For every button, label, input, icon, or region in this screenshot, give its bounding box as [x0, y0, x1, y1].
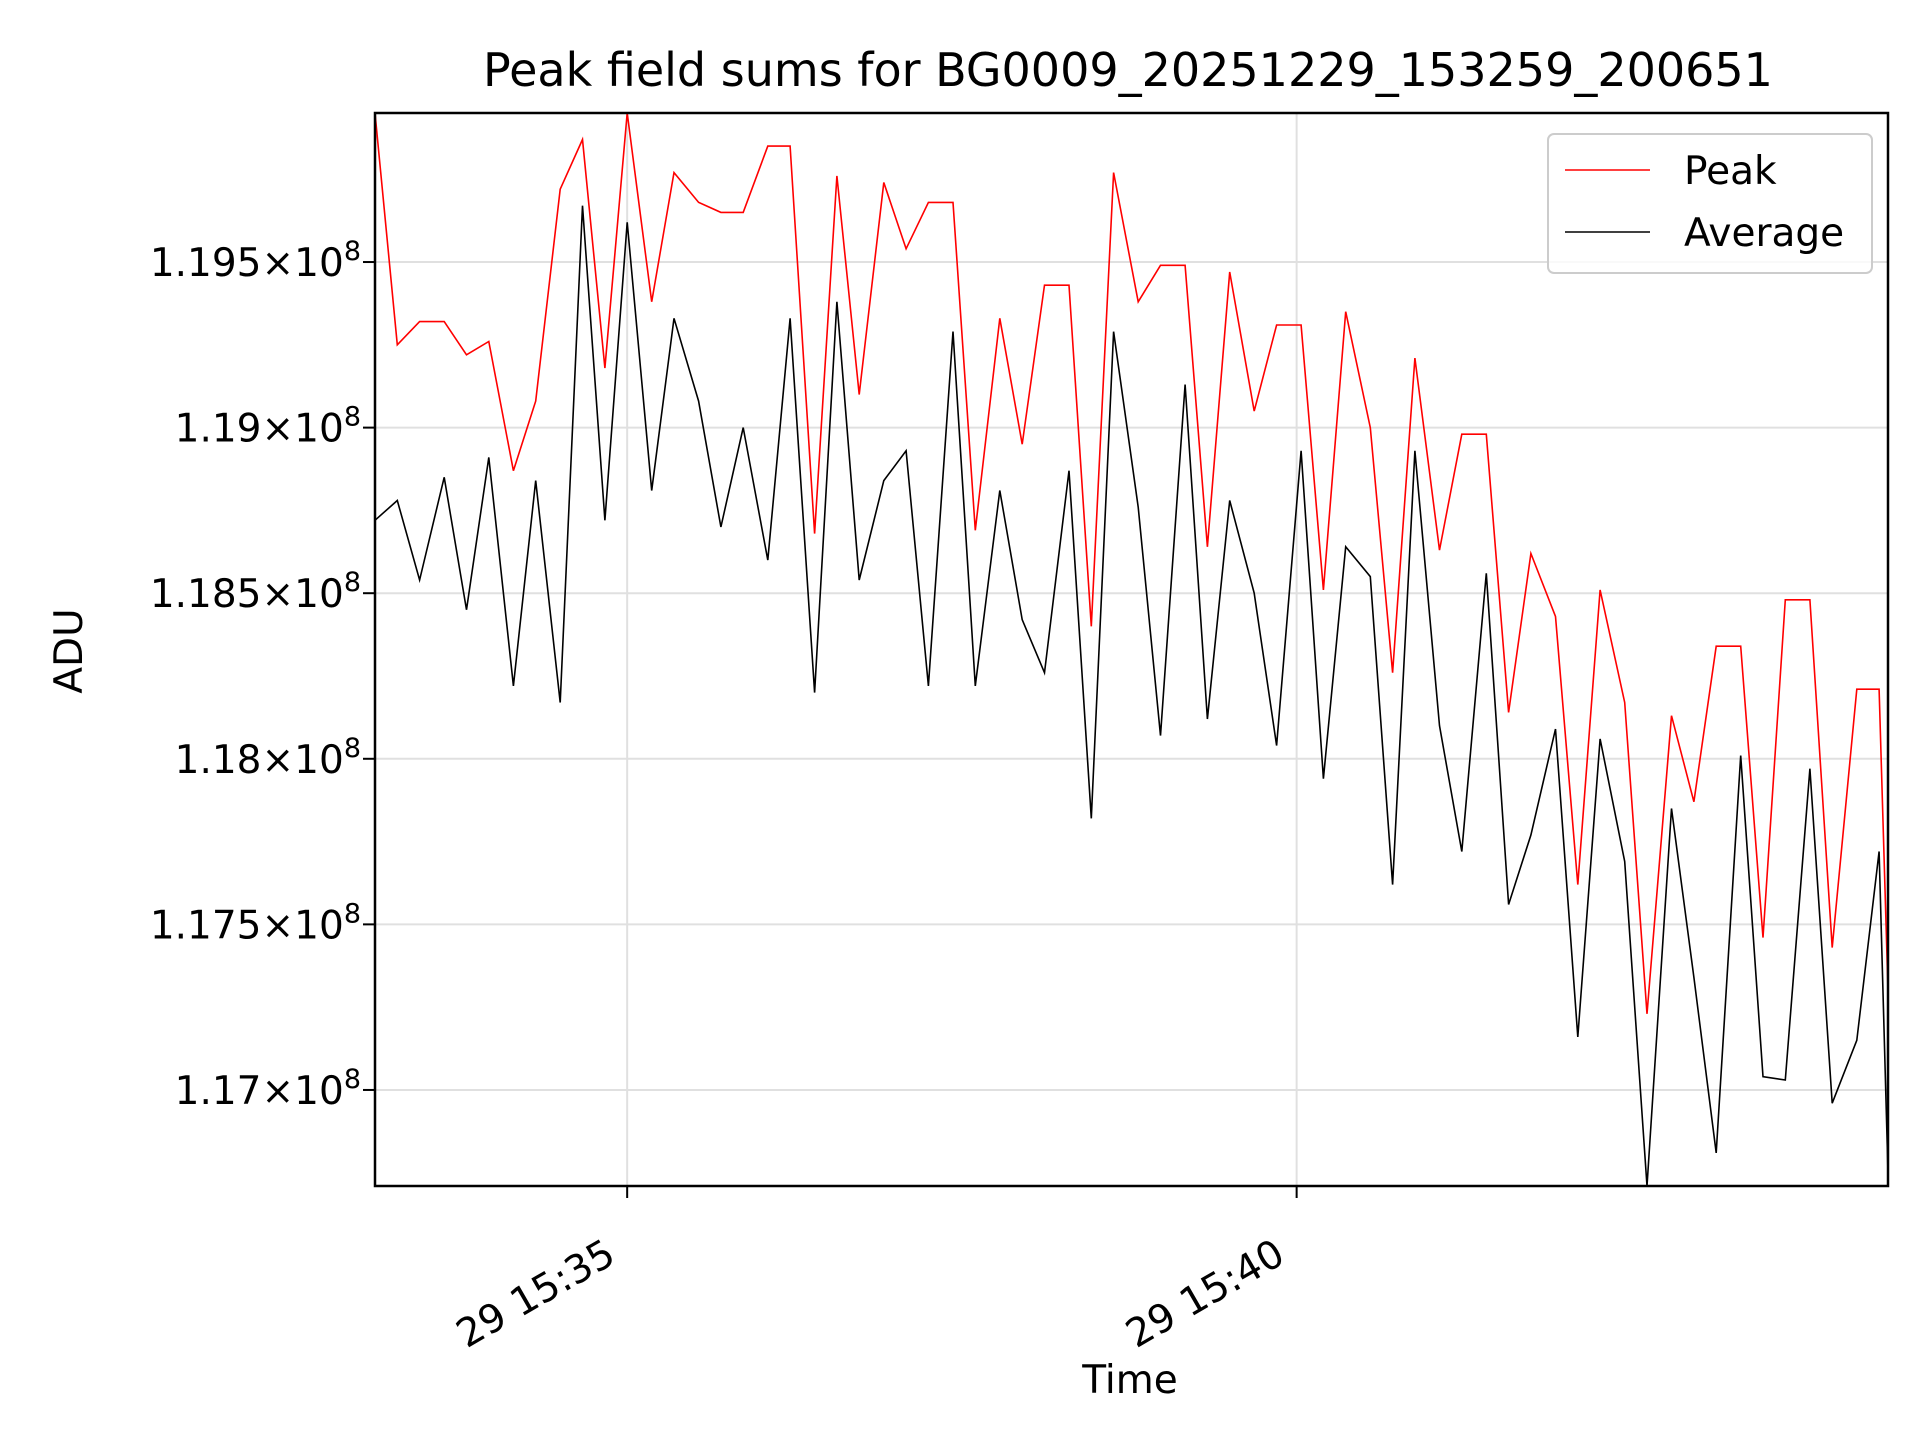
- y-tick-label: 1.195×108: [150, 236, 361, 286]
- y-tick-label: 1.19×108: [175, 402, 361, 452]
- y-tick-label: 1.175×108: [150, 898, 361, 948]
- legend: Peak Average: [1547, 133, 1873, 274]
- x-axis-label: Time: [1081, 1358, 1177, 1403]
- y-tick-label: 1.18×108: [175, 733, 361, 783]
- grid: [375, 113, 1888, 1186]
- legend-box: [1547, 133, 1873, 274]
- legend-label: Average: [1684, 211, 1844, 256]
- y-tick-label: 1.17×108: [175, 1064, 361, 1114]
- series-group: [375, 113, 1888, 1186]
- series-line-peak: [375, 113, 1888, 1014]
- y-tick-label: 1.185×108: [150, 567, 361, 617]
- y-axis-label: ADU: [47, 608, 92, 693]
- chart-title: Peak field sums for BG0009_20251229_1532…: [483, 43, 1773, 97]
- y-axis: 1.17×108 1.175×108 1.18×108 1.185×108 1.19×1…: [150, 236, 375, 1114]
- series-line-average: [375, 205, 1888, 1186]
- legend-label: Peak: [1684, 149, 1777, 194]
- plot-frame: [373, 111, 1890, 1188]
